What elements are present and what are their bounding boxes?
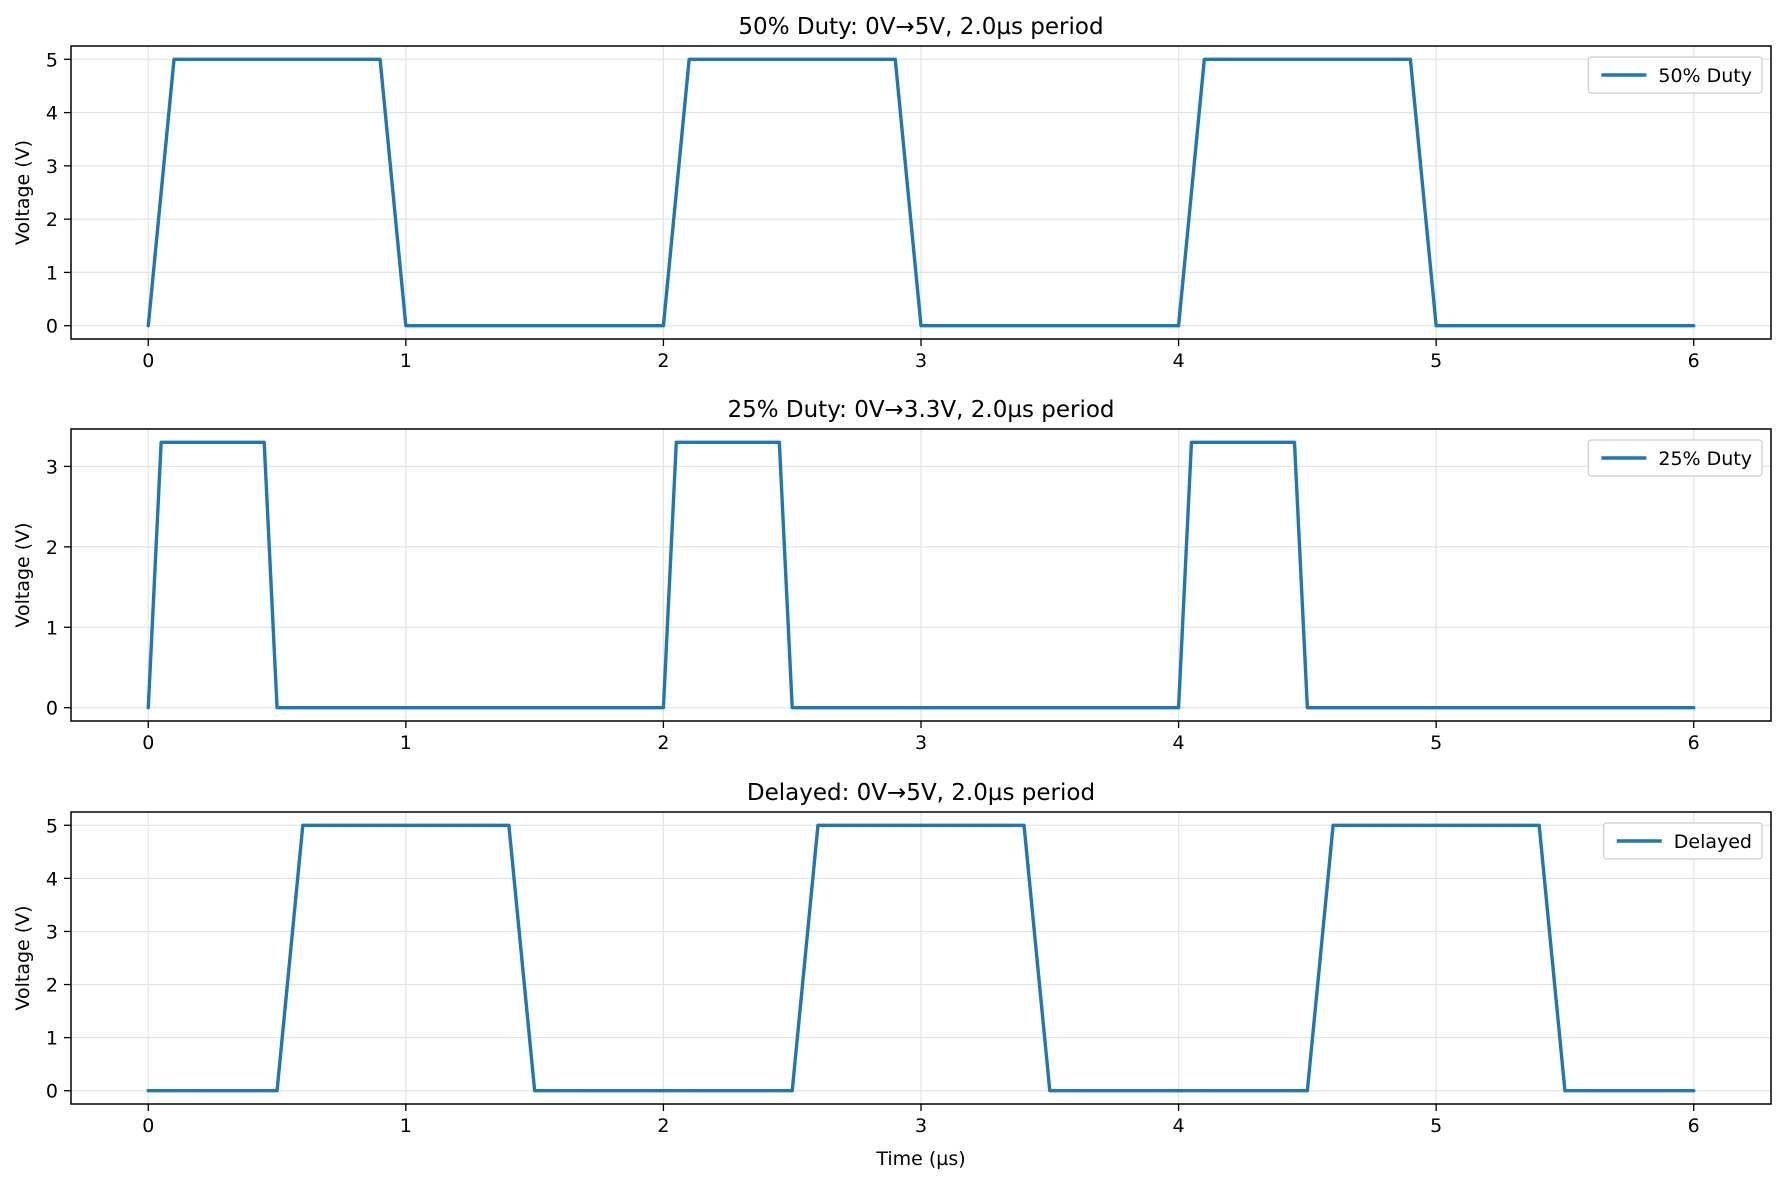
chart-panel-2: 0 1 2 3 4 5 6 0 1 2 3 25% Duty: 0V→3.3V, 2.0µs peri… — [12, 397, 1772, 754]
x-tick-label: 3 — [915, 350, 927, 372]
x-tick-label: 0 — [142, 732, 154, 754]
chart-title: 25% Duty: 0V→3.3V, 2.0µs period — [727, 397, 1114, 423]
y-tick-label: 1 — [46, 1028, 58, 1050]
y-axis-label: Voltage (V) — [12, 140, 34, 245]
y-tick-label: 4 — [46, 868, 58, 890]
x-tick-label: 2 — [657, 732, 669, 754]
chart-panel-1: 0 1 2 3 4 5 6 0 1 2 3 4 5 50% Duty: 0V→5V, 2.0µs peri… — [12, 14, 1772, 372]
x-tick-label: 6 — [1688, 732, 1700, 754]
x-tick-label: 3 — [915, 732, 927, 754]
legend-box — [1587, 56, 1763, 94]
y-tick-label: 4 — [46, 103, 58, 125]
x-tick-label: 2 — [657, 350, 669, 372]
x-tick-label: 6 — [1688, 1115, 1700, 1137]
legend: 25% Duty — [1587, 439, 1763, 477]
legend: 50% Duty — [1587, 56, 1763, 94]
x-tick-label: 1 — [400, 1115, 412, 1137]
legend-box — [1587, 439, 1763, 477]
y-tick-label: 1 — [46, 617, 58, 639]
x-tick-label: 4 — [1173, 732, 1185, 754]
legend-label: 50% Duty — [1658, 65, 1752, 87]
legend-label: Delayed — [1674, 831, 1752, 853]
chart-title: 50% Duty: 0V→5V, 2.0µs period — [738, 14, 1103, 40]
y-tick-label: 3 — [46, 921, 58, 943]
legend: Delayed — [1603, 822, 1763, 860]
x-tick-label: 5 — [1430, 350, 1442, 372]
chart-title: Delayed: 0V→5V, 2.0µs period — [747, 780, 1095, 806]
legend-label: 25% Duty — [1658, 448, 1752, 470]
y-axis-label: Voltage (V) — [12, 905, 34, 1010]
x-tick-label: 4 — [1173, 350, 1185, 372]
x-axis-label: Time (µs) — [875, 1148, 965, 1170]
y-tick-label: 0 — [46, 316, 58, 338]
y-tick-label: 2 — [46, 975, 58, 997]
y-tick-label: 0 — [46, 1081, 58, 1103]
series-line-1 — [146, 823, 1696, 1093]
x-tick-label: 1 — [400, 350, 412, 372]
x-tick-label: 4 — [1173, 1115, 1185, 1137]
y-tick-label: 3 — [46, 156, 58, 178]
x-tick-label: 5 — [1430, 732, 1442, 754]
x-tick-label: 5 — [1430, 1115, 1442, 1137]
x-tick-label: 2 — [657, 1115, 669, 1137]
legend-box — [1603, 822, 1763, 860]
y-tick-label: 1 — [46, 262, 58, 284]
y-tick-label: 2 — [46, 209, 58, 231]
series-line-1 — [146, 440, 1696, 710]
x-tick-label: 0 — [142, 350, 154, 372]
y-tick-label: 0 — [46, 698, 58, 720]
chart-panel-3: 0 1 2 3 4 5 6 0 1 2 3 4 5 Delayed: 0V→5V, 2.0µs perio… — [12, 780, 1772, 1170]
y-tick-label: 2 — [46, 537, 58, 559]
x-tick-label: 6 — [1688, 350, 1700, 372]
y-tick-label: 5 — [46, 815, 58, 837]
series-line-1 — [146, 57, 1696, 328]
y-tick-label: 5 — [46, 49, 58, 71]
x-tick-label: 1 — [400, 732, 412, 754]
x-tick-label: 0 — [142, 1115, 154, 1137]
y-tick-label: 3 — [46, 456, 58, 478]
y-axis-label: Voltage (V) — [12, 522, 34, 627]
x-tick-label: 3 — [915, 1115, 927, 1137]
